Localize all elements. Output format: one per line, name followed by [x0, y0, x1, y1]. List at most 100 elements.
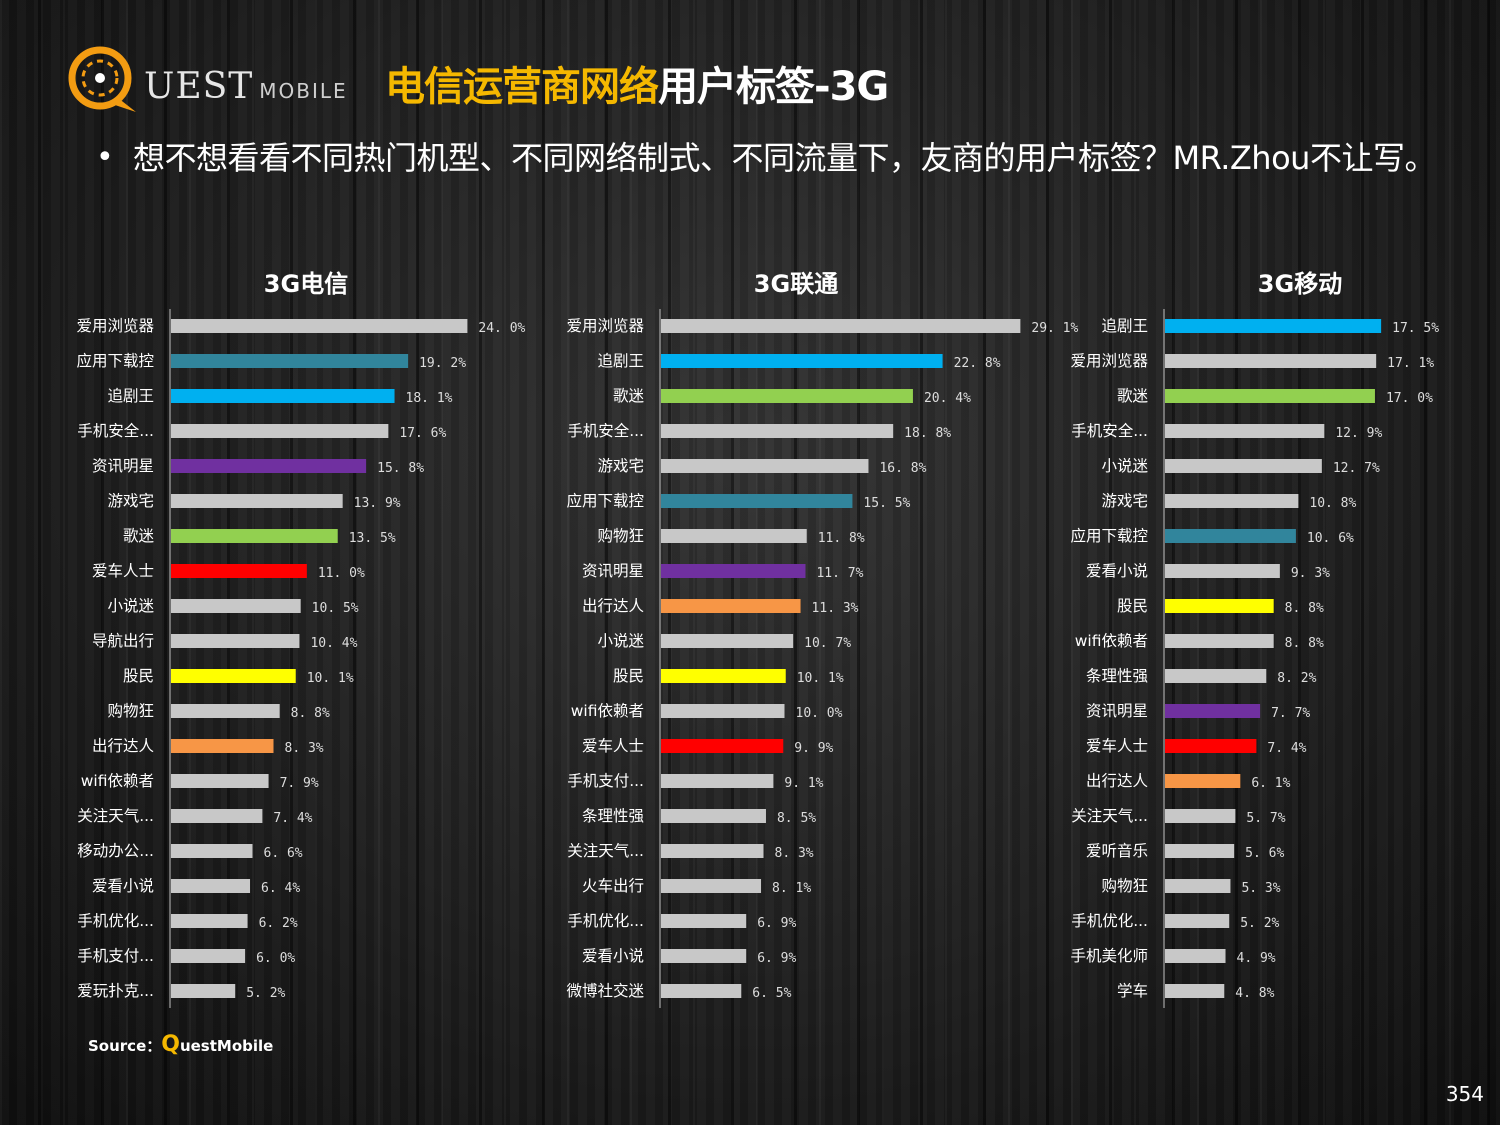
category-label-unicom: wifi依赖者 — [571, 702, 644, 720]
value-label-unicom: 16. 8% — [879, 461, 926, 476]
bar-mobile — [1165, 389, 1375, 403]
value-label-unicom: 11. 8% — [818, 531, 865, 546]
source-brand-q: Q — [161, 1032, 180, 1057]
value-label-telecom: 10. 5% — [312, 601, 359, 616]
page-title-highlight: 电信运营商网络 — [385, 64, 659, 110]
value-label-unicom: 6. 9% — [757, 916, 796, 931]
value-label-mobile: 9. 3% — [1291, 566, 1330, 581]
category-label-telecom: 应用下载控 — [76, 351, 154, 370]
bar-telecom — [171, 984, 236, 998]
value-label-telecom: 10. 4% — [310, 636, 357, 651]
bar-unicom — [661, 494, 853, 508]
value-label-unicom: 15. 5% — [863, 496, 910, 511]
logo-wordmark: UEST MOBILE — [144, 66, 348, 107]
value-label-telecom: 7. 9% — [280, 776, 319, 791]
bar-telecom — [171, 459, 367, 473]
bar-unicom — [661, 529, 807, 543]
category-label-mobile: 爱车人士 — [1086, 737, 1148, 755]
value-label-mobile: 6. 1% — [1251, 776, 1290, 791]
category-label-telecom: 歌迷 — [123, 527, 155, 545]
bar-telecom — [171, 774, 269, 788]
bar-unicom — [661, 879, 762, 893]
chart-title-unicom: 3G联通 — [753, 270, 839, 298]
category-label-unicom: 应用下载控 — [566, 491, 644, 510]
bar-mobile — [1165, 424, 1325, 438]
bar-unicom — [661, 319, 1021, 333]
value-label-unicom: 9. 9% — [794, 741, 833, 756]
category-label-telecom: 爱玩扑克... — [77, 982, 154, 1000]
bar-mobile — [1165, 459, 1322, 473]
value-label-telecom: 8. 8% — [291, 706, 330, 721]
value-label-mobile: 7. 7% — [1271, 706, 1310, 721]
page-title: 电信运营商网络用户标签-3G — [385, 54, 889, 112]
value-label-telecom: 6. 2% — [259, 916, 298, 931]
category-label-telecom: 导航出行 — [92, 632, 154, 650]
category-label-mobile: 爱听音乐 — [1086, 842, 1148, 860]
value-label-mobile: 5. 3% — [1241, 881, 1280, 896]
category-label-mobile: 小说迷 — [1101, 457, 1148, 475]
value-label-telecom: 11. 0% — [318, 566, 365, 581]
value-label-mobile: 10. 6% — [1307, 531, 1354, 546]
bar-mobile — [1165, 774, 1241, 788]
category-label-mobile: 爱看小说 — [1086, 562, 1148, 580]
bar-telecom — [171, 704, 280, 718]
bar-telecom — [171, 634, 300, 648]
bar-telecom — [171, 914, 248, 928]
category-label-mobile: 股民 — [1117, 597, 1148, 615]
bar-unicom — [661, 949, 747, 963]
category-label-mobile: 爱用浏览器 — [1070, 352, 1148, 370]
category-label-telecom: 资讯明星 — [92, 457, 154, 475]
category-label-mobile: wifi依赖者 — [1075, 632, 1148, 650]
bar-telecom — [171, 949, 246, 963]
bar-mobile — [1165, 949, 1226, 963]
bar-telecom — [171, 809, 263, 823]
bar-telecom — [171, 319, 468, 333]
value-label-telecom: 7. 4% — [273, 811, 312, 826]
value-label-mobile: 7. 4% — [1267, 741, 1306, 756]
value-label-mobile: 8. 8% — [1285, 601, 1324, 616]
value-label-mobile: 5. 7% — [1246, 811, 1285, 826]
value-label-mobile: 17. 0% — [1386, 391, 1433, 406]
value-label-unicom: 11. 7% — [816, 566, 863, 581]
category-label-unicom: 手机安全... — [567, 422, 644, 440]
bar-mobile — [1165, 354, 1377, 368]
page-title-rest: 用户标签-3G — [658, 64, 889, 110]
category-label-mobile: 手机美化师 — [1070, 947, 1148, 965]
bar-telecom — [171, 879, 251, 893]
bar-mobile — [1165, 634, 1274, 648]
value-label-mobile: 8. 2% — [1277, 671, 1316, 686]
bar-mobile — [1165, 809, 1236, 823]
logo-q-icon — [68, 46, 136, 112]
category-label-unicom: 爱用浏览器 — [566, 317, 644, 335]
category-label-telecom: 购物狂 — [107, 702, 154, 720]
category-label-telecom: 爱车人士 — [92, 562, 154, 580]
category-label-unicom: 微博社交迷 — [566, 982, 644, 1000]
bar-unicom — [661, 564, 806, 578]
category-label-unicom: 条理性强 — [582, 807, 644, 825]
value-label-unicom: 8. 1% — [772, 881, 811, 896]
value-label-telecom: 18. 1% — [406, 391, 453, 406]
value-label-unicom: 6. 9% — [757, 951, 796, 966]
value-label-unicom: 10. 7% — [804, 636, 851, 651]
value-label-mobile: 4. 9% — [1237, 951, 1276, 966]
value-label-mobile: 10. 8% — [1309, 496, 1356, 511]
category-label-mobile: 学车 — [1117, 982, 1148, 1000]
category-label-unicom: 手机支付... — [567, 772, 644, 790]
value-label-telecom: 15. 8% — [377, 461, 424, 476]
bar-unicom — [661, 704, 785, 718]
category-label-mobile: 追剧王 — [1101, 317, 1148, 335]
category-label-mobile: 出行达人 — [1086, 772, 1148, 790]
source-prefix: Source： — [88, 1037, 162, 1055]
category-label-unicom: 购物狂 — [597, 527, 644, 545]
category-label-mobile: 购物狂 — [1101, 877, 1148, 895]
category-label-unicom: 出行达人 — [582, 597, 644, 615]
value-label-telecom: 6. 4% — [261, 881, 300, 896]
bar-mobile — [1165, 739, 1257, 753]
category-label-telecom: 游戏宅 — [107, 492, 154, 510]
bar-unicom — [661, 844, 764, 858]
bar-telecom — [171, 494, 343, 508]
bar-mobile — [1165, 844, 1235, 858]
bar-telecom — [171, 424, 389, 438]
category-label-telecom: 手机优化... — [77, 912, 154, 930]
